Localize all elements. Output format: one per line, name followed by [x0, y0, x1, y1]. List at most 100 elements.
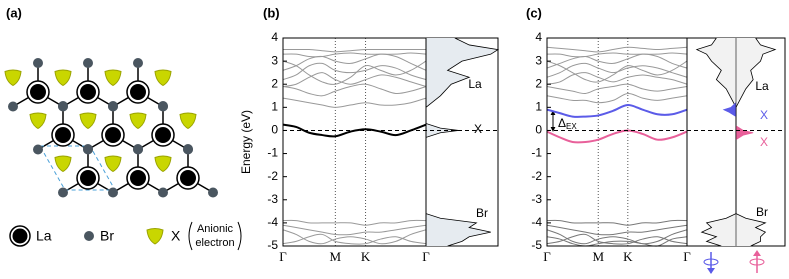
la-atom: [130, 170, 146, 186]
x-tick-label: K: [361, 249, 371, 264]
y-tick-label: 0: [535, 123, 542, 137]
br-atom: [158, 101, 168, 111]
x-tick-label: Γ: [543, 249, 551, 264]
anionic-electron: [154, 155, 172, 173]
band: [282, 233, 427, 245]
y-tick-label: -1: [267, 146, 278, 160]
y-tick-label: 1: [535, 100, 542, 114]
band: [282, 229, 427, 245]
plot-frame: [546, 37, 688, 247]
anionic-electron: [104, 155, 122, 173]
y-tick-label: 4: [535, 30, 542, 44]
y-tick-label: 3: [271, 53, 278, 67]
x-tick-label: M: [592, 249, 604, 264]
br-atom: [83, 58, 93, 68]
panel-label: (c): [526, 5, 542, 20]
y-tick-label: -5: [267, 238, 278, 252]
y-axis-label: Energy (eV): [239, 110, 253, 174]
x-symbol: [146, 228, 164, 245]
la-atom: [30, 84, 46, 100]
la-atom: [130, 84, 146, 100]
band: [282, 53, 427, 71]
bracket: [237, 221, 242, 251]
la-atom: [180, 170, 196, 186]
x-tick-label: Γ: [683, 249, 691, 264]
dos-annotation: X: [760, 135, 768, 149]
band: [546, 46, 688, 53]
bracket: [188, 221, 193, 251]
legend-label: La: [36, 228, 52, 244]
legend-note: electron: [195, 237, 234, 249]
band: [282, 97, 427, 108]
y-tick-label: -1: [531, 146, 542, 160]
br-atom: [108, 101, 118, 111]
br-atom: [208, 187, 218, 198]
la-atom: [155, 127, 171, 143]
y-tick-label: -2: [531, 169, 542, 183]
band: [282, 62, 427, 81]
plot-frame: [282, 37, 427, 247]
band: [546, 83, 688, 95]
band: [546, 129, 688, 144]
band: [546, 104, 688, 118]
band: [282, 219, 427, 226]
br-atom: [83, 144, 93, 154]
br-atom: [33, 144, 43, 155]
band: [282, 60, 427, 85]
br-atom: [133, 58, 143, 68]
dos-curve: [722, 102, 737, 117]
br-atom: [8, 101, 18, 112]
lattice: [4, 58, 218, 198]
dos-annotation: Br: [476, 206, 488, 220]
br-symbol: [84, 231, 94, 241]
dos-annotation: La: [755, 79, 769, 93]
y-tick-label: 2: [535, 76, 542, 90]
dos-fill: [736, 125, 754, 140]
br-atom: [133, 144, 143, 154]
dos-annotation: La: [468, 77, 482, 91]
legend-label: Br: [100, 228, 114, 244]
gap-symbol: Δ: [558, 116, 566, 130]
band: [546, 233, 688, 245]
y-tick-label: 4: [271, 30, 278, 44]
gap-subscript: EX: [566, 122, 577, 131]
dos-fill: [723, 102, 736, 117]
x-tick-label: Γ: [422, 249, 430, 264]
anionic-electron: [4, 69, 22, 87]
y-tick-label: 3: [535, 53, 542, 67]
la-atom: [105, 127, 121, 143]
dos-fill: [736, 38, 776, 246]
y-tick-label: -5: [531, 238, 542, 252]
anionic-electron: [179, 112, 197, 130]
y-tick-label: -3: [267, 192, 278, 206]
band: [282, 83, 427, 97]
la-atom: [80, 170, 96, 186]
band: [546, 236, 688, 247]
dos-curve: [425, 37, 500, 247]
band: [546, 62, 688, 78]
panel-label: (a): [6, 5, 22, 20]
anionic-electron: [154, 69, 172, 87]
legend-note: Anionic: [197, 223, 234, 235]
br-atom: [58, 187, 68, 198]
la-symbol: [12, 228, 28, 244]
band: [282, 72, 427, 88]
anionic-electron: [54, 155, 72, 173]
y-tick-label: -4: [531, 215, 542, 229]
legend-label: X: [171, 228, 181, 244]
band: [546, 53, 688, 69]
band: [283, 48, 426, 53]
band: [546, 52, 688, 58]
spin-up-icon: [703, 252, 719, 274]
anionic-electron: [129, 112, 147, 130]
band: [546, 60, 688, 83]
band: [282, 52, 427, 58]
x-tick-label: Γ: [279, 249, 287, 264]
anionic-electron: [54, 69, 72, 87]
br-atom: [183, 144, 193, 154]
dos-annotation: Br: [756, 205, 768, 219]
band: [282, 224, 427, 236]
band: [546, 229, 688, 245]
